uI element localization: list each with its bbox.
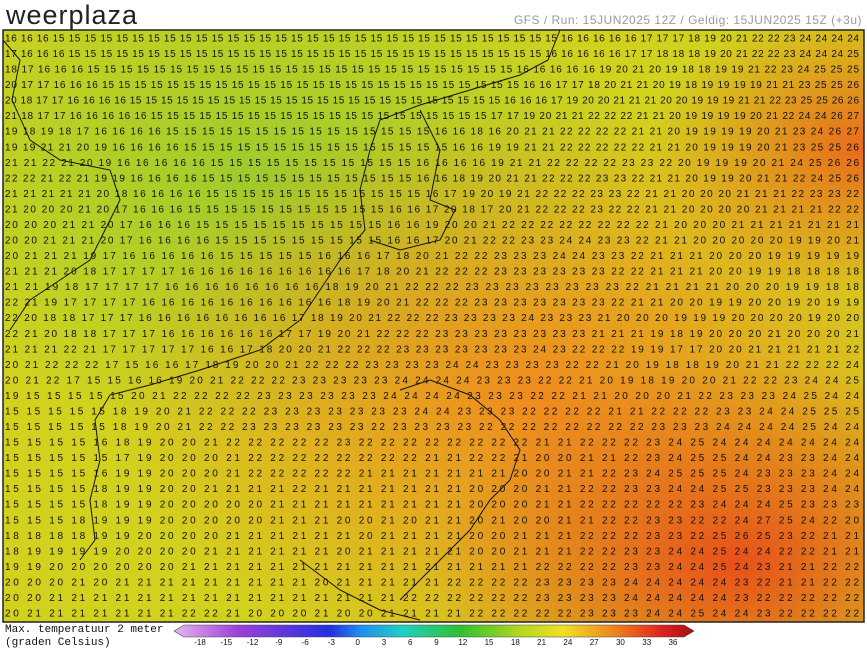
value-row: 20 21 21 21 19 17 16 16 16 16 16 15 15 1… [5,251,859,262]
colorbar-tick: -18 [194,638,206,647]
value-row: 21 21 21 21 21 20 18 16 16 16 16 15 15 1… [5,189,859,200]
colorbar-tick: 3 [382,638,387,647]
colorbar-tick: 6 [408,638,413,647]
colorbar-tick: -12 [247,638,259,647]
colorbar-tick: 36 [669,638,678,647]
map-frame [2,29,865,623]
value-row: 19 19 21 21 20 19 16 16 16 16 15 15 15 1… [5,142,859,153]
value-row: 19 15 15 15 15 15 20 21 22 22 22 22 23 2… [5,391,859,402]
colorbar-tick: -9 [275,638,283,647]
value-row: 21 21 22 21 20 19 16 16 16 16 16 15 15 1… [5,158,859,169]
colorbar-tick: 9 [434,638,439,647]
colorbar-tick: 21 [537,638,546,647]
value-row: 17 16 16 16 15 15 15 15 15 15 15 15 15 1… [5,49,859,60]
value-row: 15 15 15 15 15 18 19 20 21 22 22 22 23 2… [5,406,859,417]
colorbar [173,624,695,638]
value-row: 22 22 21 22 21 19 19 16 16 16 16 15 15 1… [5,173,859,184]
colorbar-tick: -3 [328,638,336,647]
colorbar-tick: -6 [302,638,310,647]
colorbar-tick: 0 [355,638,360,647]
value-row: 20 21 22 22 22 17 15 16 16 17 18 19 20 2… [5,360,859,371]
value-row: 20 20 20 21 21 20 17 16 16 16 15 15 15 1… [5,220,859,231]
value-row: 21 21 19 18 17 17 17 17 16 16 16 16 16 1… [5,282,859,293]
value-row: 18 17 16 16 16 15 15 15 15 15 15 15 15 1… [5,65,859,76]
value-row: 19 18 19 18 17 16 16 16 16 15 15 15 15 1… [5,127,859,138]
value-row: 21 21 21 20 18 17 17 17 17 16 16 16 16 1… [5,267,859,278]
colorbar-tick: -15 [220,638,232,647]
colorbar-tick: 15 [485,638,494,647]
coastlines [2,29,561,621]
logo: weerplaza [5,0,138,30]
value-row: 15 15 15 15 15 18 19 20 21 22 22 23 23 2… [5,422,859,433]
value-row: 21 21 21 22 21 17 17 17 17 17 16 16 17 1… [5,344,859,355]
value-row: 21 18 17 17 16 16 16 16 16 15 15 15 15 1… [5,111,859,122]
legend-title: Max. temperatuur 2 meter [5,624,163,636]
value-row: 22 21 20 18 18 17 17 17 16 16 16 16 16 1… [5,329,859,340]
colorbar-tick: 27 [590,638,599,647]
temperature-field [3,30,864,622]
colorbar-tick: 24 [563,638,572,647]
value-row: 16 16 16 15 15 15 15 15 15 15 15 15 15 1… [5,34,859,45]
value-row: 21 20 20 20 21 20 17 16 16 16 15 15 15 1… [5,204,859,215]
value-row: 20 17 17 16 16 16 15 15 15 15 15 15 15 1… [5,80,859,91]
value-row: 22 20 18 18 17 17 17 16 16 16 16 16 16 1… [5,313,859,324]
run-info: GFS / Run: 15JUN2025 12Z / Geldig: 15JUN… [514,13,862,27]
value-row: 20 21 22 17 15 15 16 16 19 20 21 22 22 2… [5,375,859,386]
legend-unit: (graden Celsius) [5,637,111,649]
colorbar-ticks: -18 -15 -12 -9 -6 -3 0 3 6 9 12 15 18 21 24 27 30 33 36 [194,638,678,647]
value-row: 20 18 17 17 16 16 16 16 15 15 15 15 15 1… [5,96,859,107]
colorbar-tick: 18 [511,638,520,647]
colorbar-tick: 12 [458,638,467,647]
colorbar-tick: 30 [616,638,625,647]
value-row: 20 20 21 21 21 20 17 16 16 16 16 15 15 1… [5,236,859,247]
value-row: 22 21 19 17 17 17 17 16 16 16 16 16 16 1… [5,298,859,309]
colorbar-tick: 33 [642,638,651,647]
